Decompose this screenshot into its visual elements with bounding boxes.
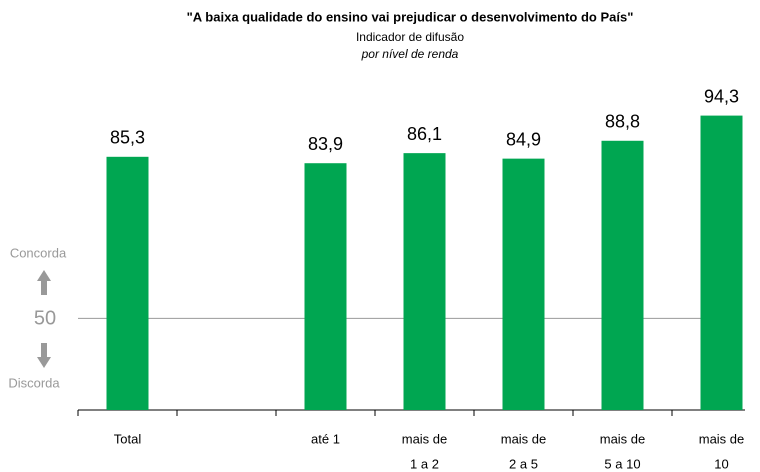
x-tick-label: até 1 (311, 431, 340, 446)
x-tick-label: 10 (714, 456, 728, 471)
annotation: Discorda (8, 375, 60, 390)
bar (700, 115, 743, 411)
value-label: 85,3 (110, 128, 145, 148)
annotation: Concorda (10, 245, 67, 260)
x-tick-label: mais de (402, 431, 448, 446)
bar (601, 140, 644, 410)
x-tick-label: 5 a 10 (604, 456, 640, 471)
x-tick-label: 2 a 5 (509, 456, 538, 471)
chart-subtitle: por nível de renda (361, 47, 459, 61)
y-tick-label: 50 (34, 308, 56, 330)
x-tick-label: Total (114, 431, 142, 446)
value-label: 86,1 (407, 124, 442, 144)
value-label: 94,3 (704, 86, 739, 106)
down-arrow (37, 343, 51, 368)
value-label: 88,8 (605, 112, 640, 132)
value-label: 84,9 (506, 129, 541, 149)
bar (106, 156, 149, 410)
x-tick-label: mais de (600, 431, 646, 446)
x-tick-label: mais de (699, 431, 745, 446)
bar (502, 158, 545, 410)
x-tick-label: mais de (501, 431, 547, 446)
up-arrow (37, 270, 51, 295)
bar (304, 163, 347, 410)
value-label: 83,9 (308, 134, 343, 154)
chart-title: "A baixa qualidade do ensino vai prejudi… (187, 9, 634, 24)
chart-subtitle: Indicador de difusão (356, 30, 464, 44)
x-tick-label: 1 a 2 (410, 456, 439, 471)
bar (403, 153, 446, 410)
